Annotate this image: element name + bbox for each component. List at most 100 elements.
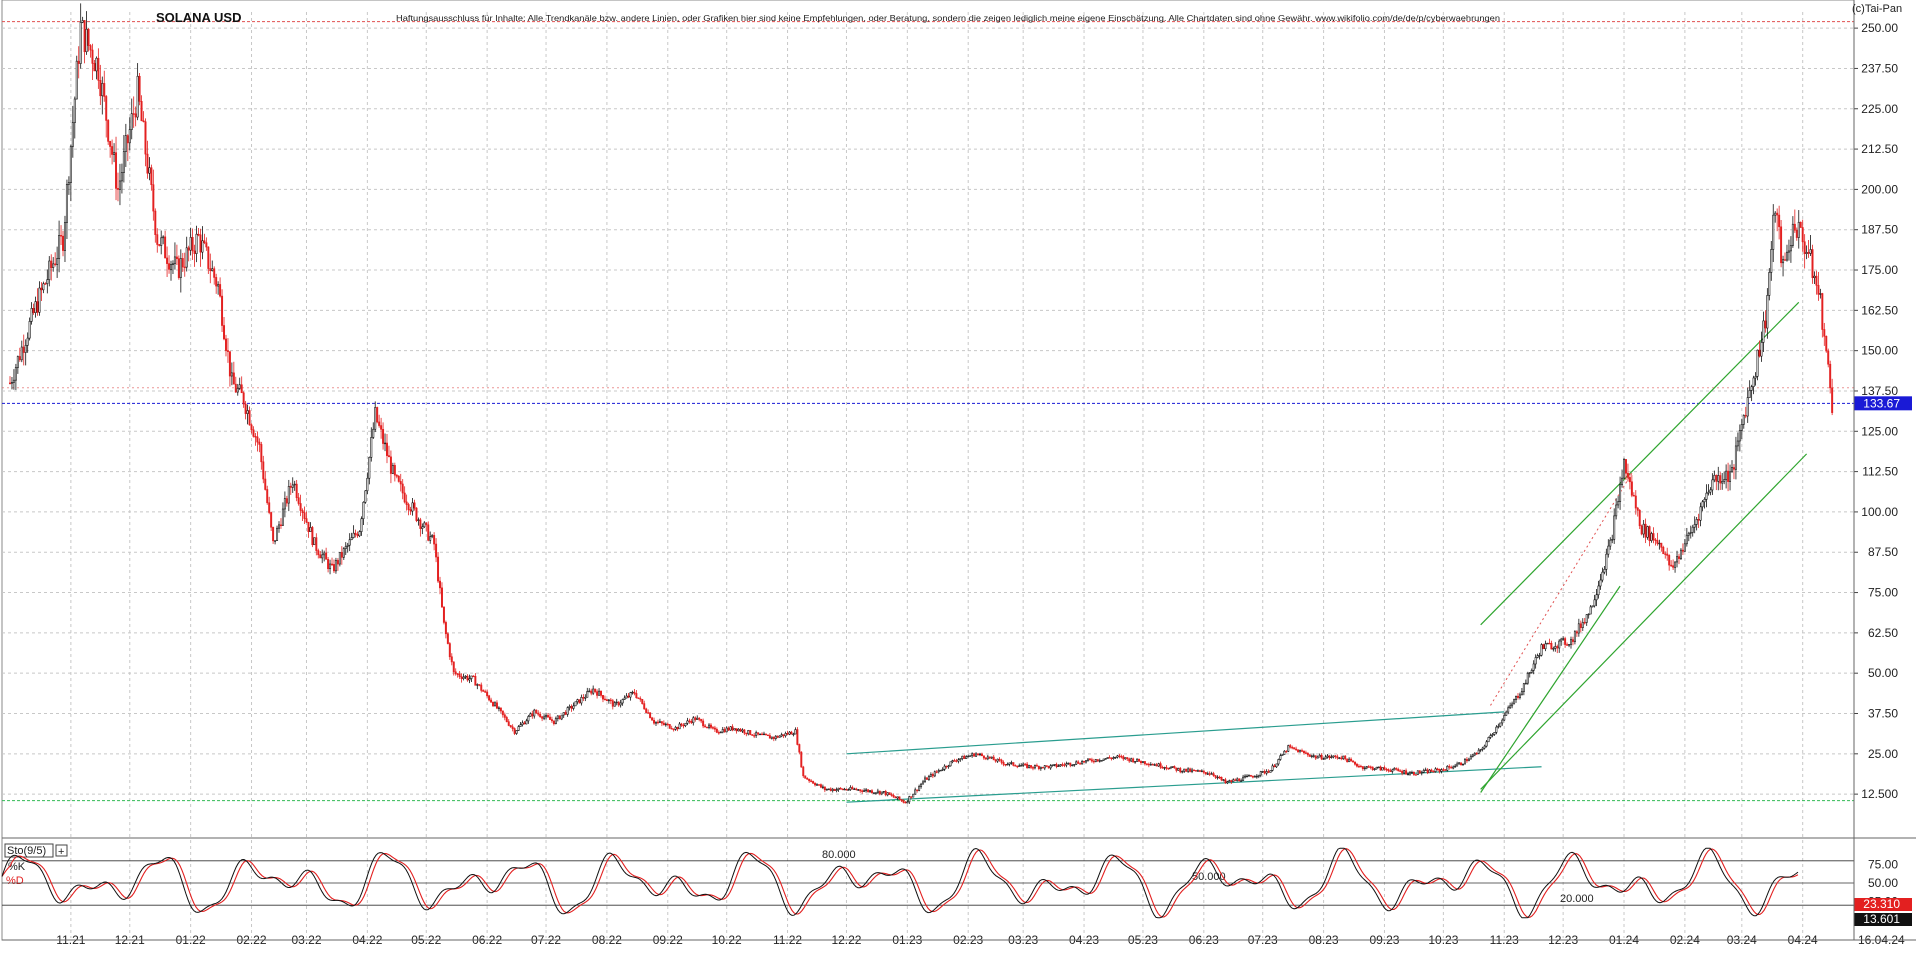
candle-body (1787, 250, 1790, 253)
candle-body (1014, 765, 1017, 767)
candle-body (1126, 757, 1129, 760)
candle-body (295, 483, 298, 499)
candle-body (1740, 424, 1743, 431)
candle-body (111, 146, 114, 155)
candle-body (450, 656, 453, 663)
candle-body (480, 684, 483, 691)
candle-body (574, 701, 577, 707)
candle-body (1499, 722, 1502, 727)
candle-body (1071, 764, 1074, 767)
candle-body (735, 728, 738, 732)
candle-body (40, 287, 43, 291)
candle-body (676, 726, 679, 730)
candle-body (146, 153, 149, 174)
candle-body (806, 778, 809, 780)
candle-body (1169, 767, 1172, 770)
candle-body (1224, 779, 1227, 784)
candle-body (435, 543, 438, 558)
candle-body (372, 428, 375, 438)
candle-body (1112, 757, 1115, 759)
candle-body (1672, 565, 1675, 568)
candle-body (1546, 642, 1549, 645)
sto-title: Sto(9/5) (7, 845, 46, 857)
candle-body (1147, 763, 1150, 766)
candle-body (427, 524, 430, 541)
y-tick-label: 237.50 (1861, 61, 1898, 75)
candle-body (1819, 293, 1822, 295)
candle-body (1204, 772, 1207, 775)
candle-body (301, 510, 304, 513)
candle-body (649, 712, 652, 719)
candle-body (1436, 768, 1439, 770)
candle-body (896, 796, 899, 799)
candle-body (1789, 245, 1792, 252)
candle-body (588, 690, 591, 693)
candle-body (1613, 515, 1616, 540)
candle-body (743, 729, 746, 734)
candle-body (93, 63, 96, 72)
candle-body (690, 721, 693, 724)
candle-body (1821, 293, 1824, 330)
candle-body (845, 788, 848, 791)
candle-body (364, 490, 367, 503)
candle-body (839, 787, 842, 790)
candle-body (1238, 778, 1241, 782)
candle-body (694, 717, 697, 720)
y-tick-label: 100.00 (1861, 505, 1898, 519)
candle-body (1676, 556, 1679, 563)
candle-body (1210, 773, 1213, 775)
candle-body (397, 475, 400, 482)
candle-body (635, 693, 638, 699)
candle-body (1744, 415, 1747, 417)
candle-body (1344, 755, 1347, 760)
candle-body (1524, 682, 1527, 685)
candle-body (851, 787, 854, 790)
candle-body (792, 733, 795, 736)
candle-body (1057, 765, 1060, 767)
candle-body (605, 699, 608, 702)
candle-body (1483, 745, 1486, 749)
candle-body (1145, 763, 1148, 765)
sto-label-box (4, 843, 54, 858)
candle-body (1090, 759, 1093, 762)
candle-body (1024, 763, 1027, 766)
candle-body (1387, 769, 1390, 772)
candle-body (929, 774, 932, 777)
candle-body (1283, 750, 1286, 756)
candle-body (1234, 779, 1237, 781)
candle-body (1028, 765, 1031, 768)
candle-body (1132, 758, 1135, 763)
candle-body (1312, 755, 1315, 757)
candle-body (1403, 770, 1406, 774)
candle-body (810, 780, 813, 782)
candle-body (525, 720, 528, 725)
candle-body (48, 260, 51, 280)
candle-body (1167, 767, 1170, 770)
candle-body (12, 379, 15, 383)
candle-body (706, 726, 709, 729)
candle-body (38, 287, 41, 313)
candle-body (1261, 771, 1264, 773)
candle-body (1575, 631, 1578, 634)
candle-body (1528, 672, 1531, 674)
sto-y-label: 75.00 (1868, 858, 1898, 872)
candle-body (535, 709, 538, 714)
candle-body (362, 501, 365, 520)
candle-body (356, 534, 359, 537)
candle-body (250, 424, 253, 431)
y-tick-label: 250.00 (1861, 21, 1898, 35)
candle-body (209, 268, 212, 272)
candle-body (1772, 214, 1775, 250)
candle-body (1363, 767, 1366, 770)
candle-body (627, 695, 630, 698)
candle-body (1265, 771, 1268, 774)
candle-body (1513, 699, 1516, 705)
sto-level-label: 80.000 (822, 849, 856, 861)
candle-body (1630, 481, 1633, 496)
candle-body (1287, 745, 1290, 752)
candle-body (1334, 755, 1337, 758)
candle-body (1695, 519, 1698, 525)
candle-body (305, 518, 308, 523)
